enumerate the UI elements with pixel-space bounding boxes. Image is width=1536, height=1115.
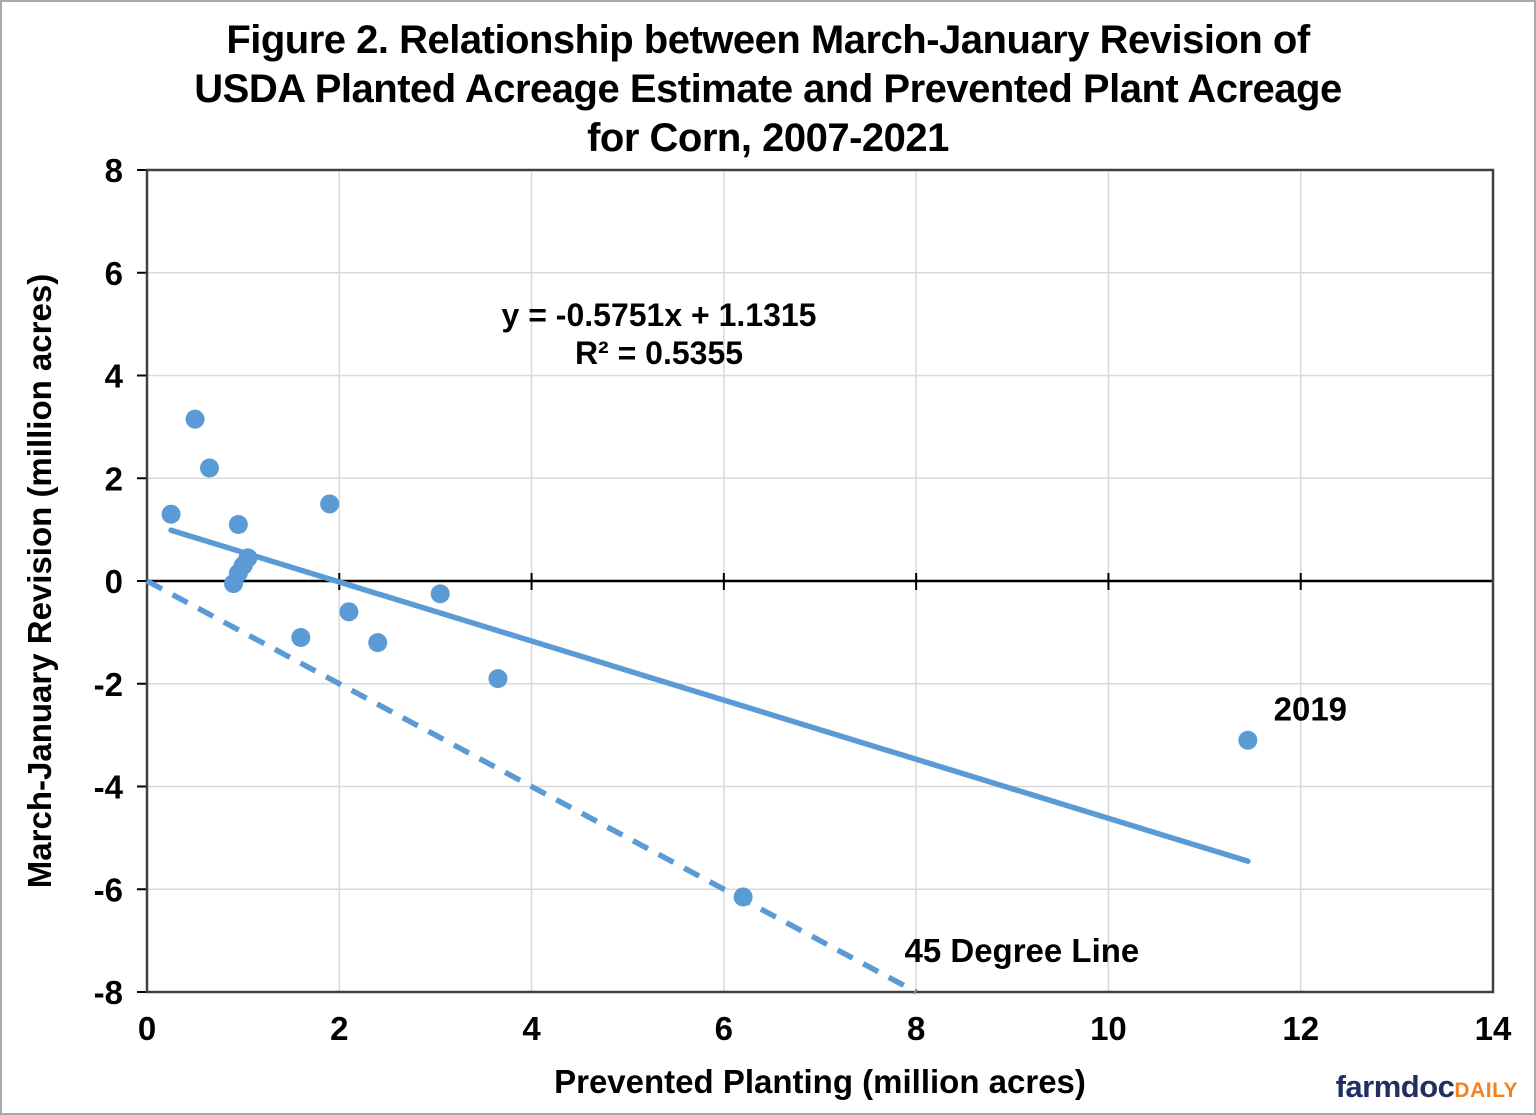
y-tick-label: 4	[105, 358, 124, 395]
x-tick-label: 14	[1475, 1010, 1512, 1047]
x-tick-label: 8	[907, 1010, 925, 1047]
trend-line	[168, 527, 1251, 864]
x-axis-title: Prevented Planting (million acres)	[554, 1063, 1086, 1100]
y-tick-label: -6	[94, 871, 123, 908]
scatter-point	[1238, 730, 1258, 750]
y-tick-label: -8	[94, 974, 123, 1011]
scatter-point	[368, 633, 388, 653]
y-tick-label: 2	[105, 460, 123, 497]
trendline-equation-block: y = -0.5751x + 1.1315 R² = 0.5355	[459, 296, 859, 372]
y-tick-label: -4	[94, 769, 124, 806]
scatter-point	[238, 548, 258, 568]
y-tick-label: 6	[105, 255, 123, 292]
scatter-point	[291, 628, 311, 648]
annotation-2019: 2019	[1274, 691, 1347, 728]
trendline-r-squared: R² = 0.5355	[574, 335, 744, 371]
x-tick-label: 10	[1090, 1010, 1127, 1047]
scatter-point	[185, 409, 205, 429]
scatter-point	[228, 514, 248, 534]
trendline-equation: y = -0.5751x + 1.1315	[501, 297, 817, 333]
logo-farmdoc-text: farmdoc	[1335, 1069, 1455, 1104]
chart-title: Figure 2. Relationship between March-Jan…	[194, 18, 1342, 160]
scatter-point	[430, 584, 450, 604]
scatter-point	[339, 602, 359, 622]
logo-daily-text: DAILY	[1454, 1079, 1518, 1102]
scatter-point	[733, 887, 753, 907]
scatter-point	[161, 504, 181, 524]
x-tick-label: 2	[330, 1010, 348, 1047]
x-tick-label: 0	[138, 1010, 156, 1047]
y-tick-label: 0	[105, 563, 123, 600]
x-tick-label: 6	[715, 1010, 733, 1047]
scatter-point	[488, 669, 508, 689]
x-tick-label: 12	[1282, 1010, 1319, 1047]
scatter-point	[199, 458, 219, 478]
y-tick-label: 8	[105, 152, 123, 189]
scatter-point	[320, 494, 340, 514]
forty-five-degree-line	[145, 578, 918, 995]
farmdoc-daily-logo: farmdocDAILY	[1336, 1069, 1518, 1105]
x-tick-label: 4	[522, 1010, 541, 1047]
y-tick-label: -2	[94, 666, 123, 703]
annotation-45-degree-line: 45 Degree Line	[905, 932, 1140, 969]
